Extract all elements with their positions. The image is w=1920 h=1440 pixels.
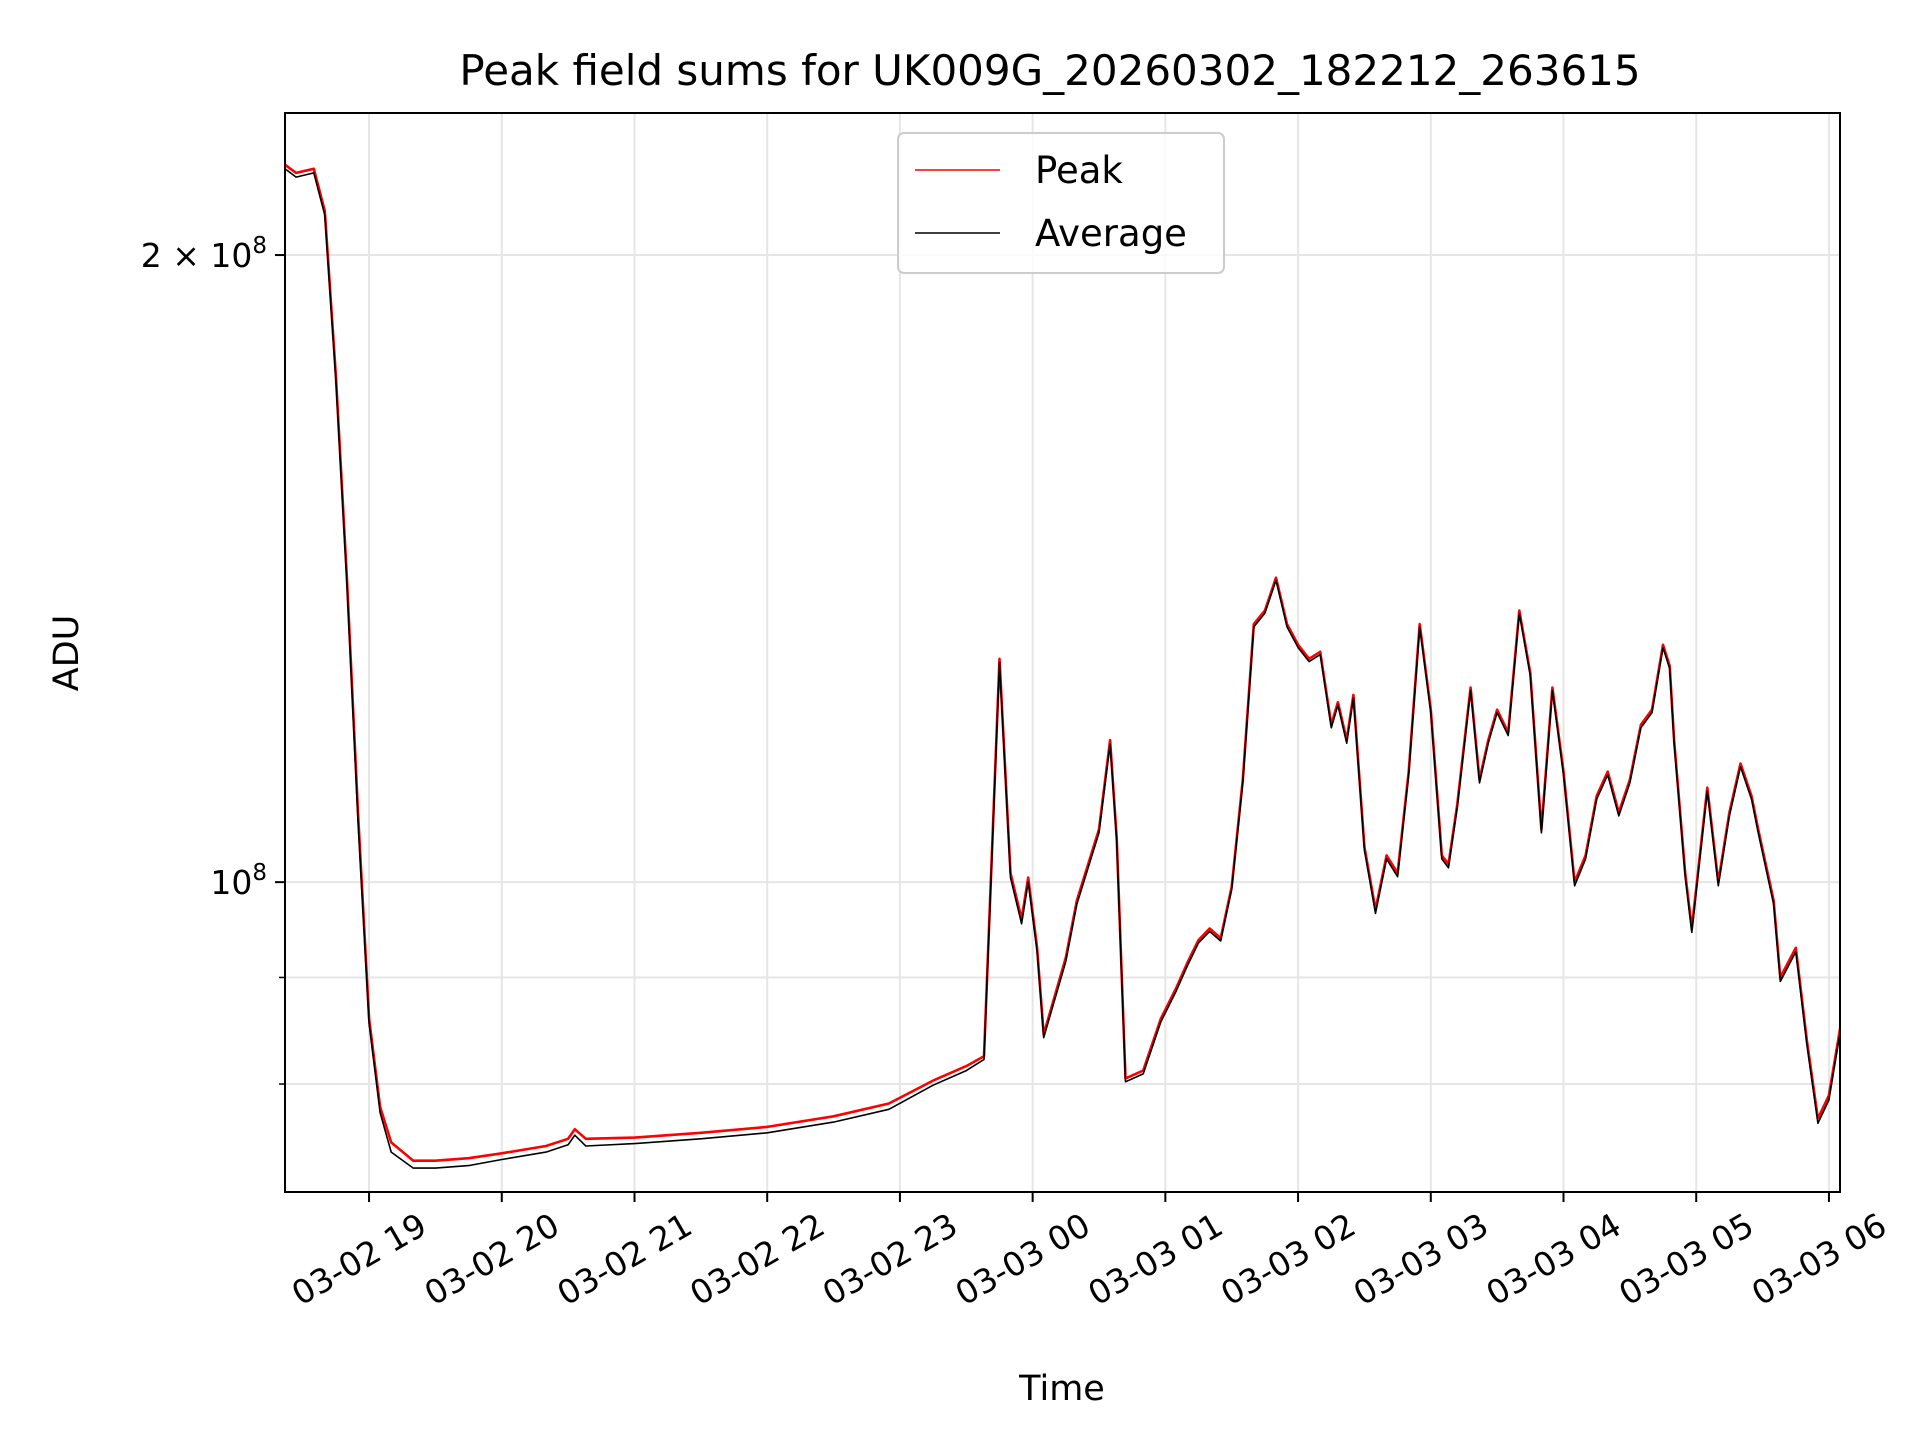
plot-frame xyxy=(284,112,1841,1193)
y-tick-label: 2 × 108 xyxy=(141,233,267,275)
legend-box xyxy=(897,132,1225,274)
y-tick-base: 10 xyxy=(210,236,252,275)
y-axis-label: ADU xyxy=(47,615,87,692)
y-tick-label: 108 xyxy=(210,860,267,902)
series-layer xyxy=(285,163,1840,1169)
y-tick-mantissa: 2 × xyxy=(141,236,211,275)
y-tick-exponent: 8 xyxy=(252,233,267,259)
legend-average-label: Average xyxy=(1035,212,1187,255)
x-axis-label: Time xyxy=(1018,1369,1105,1409)
y-tick-exponent: 8 xyxy=(252,860,267,886)
legend-peak-label: Peak xyxy=(1035,149,1123,192)
series-line-average xyxy=(285,168,1840,1169)
y-tick-base: 10 xyxy=(210,863,252,902)
chart-title: Peak field sums for UK009G_20260302_1822… xyxy=(459,46,1640,95)
legend: Peak Average xyxy=(897,132,1225,274)
